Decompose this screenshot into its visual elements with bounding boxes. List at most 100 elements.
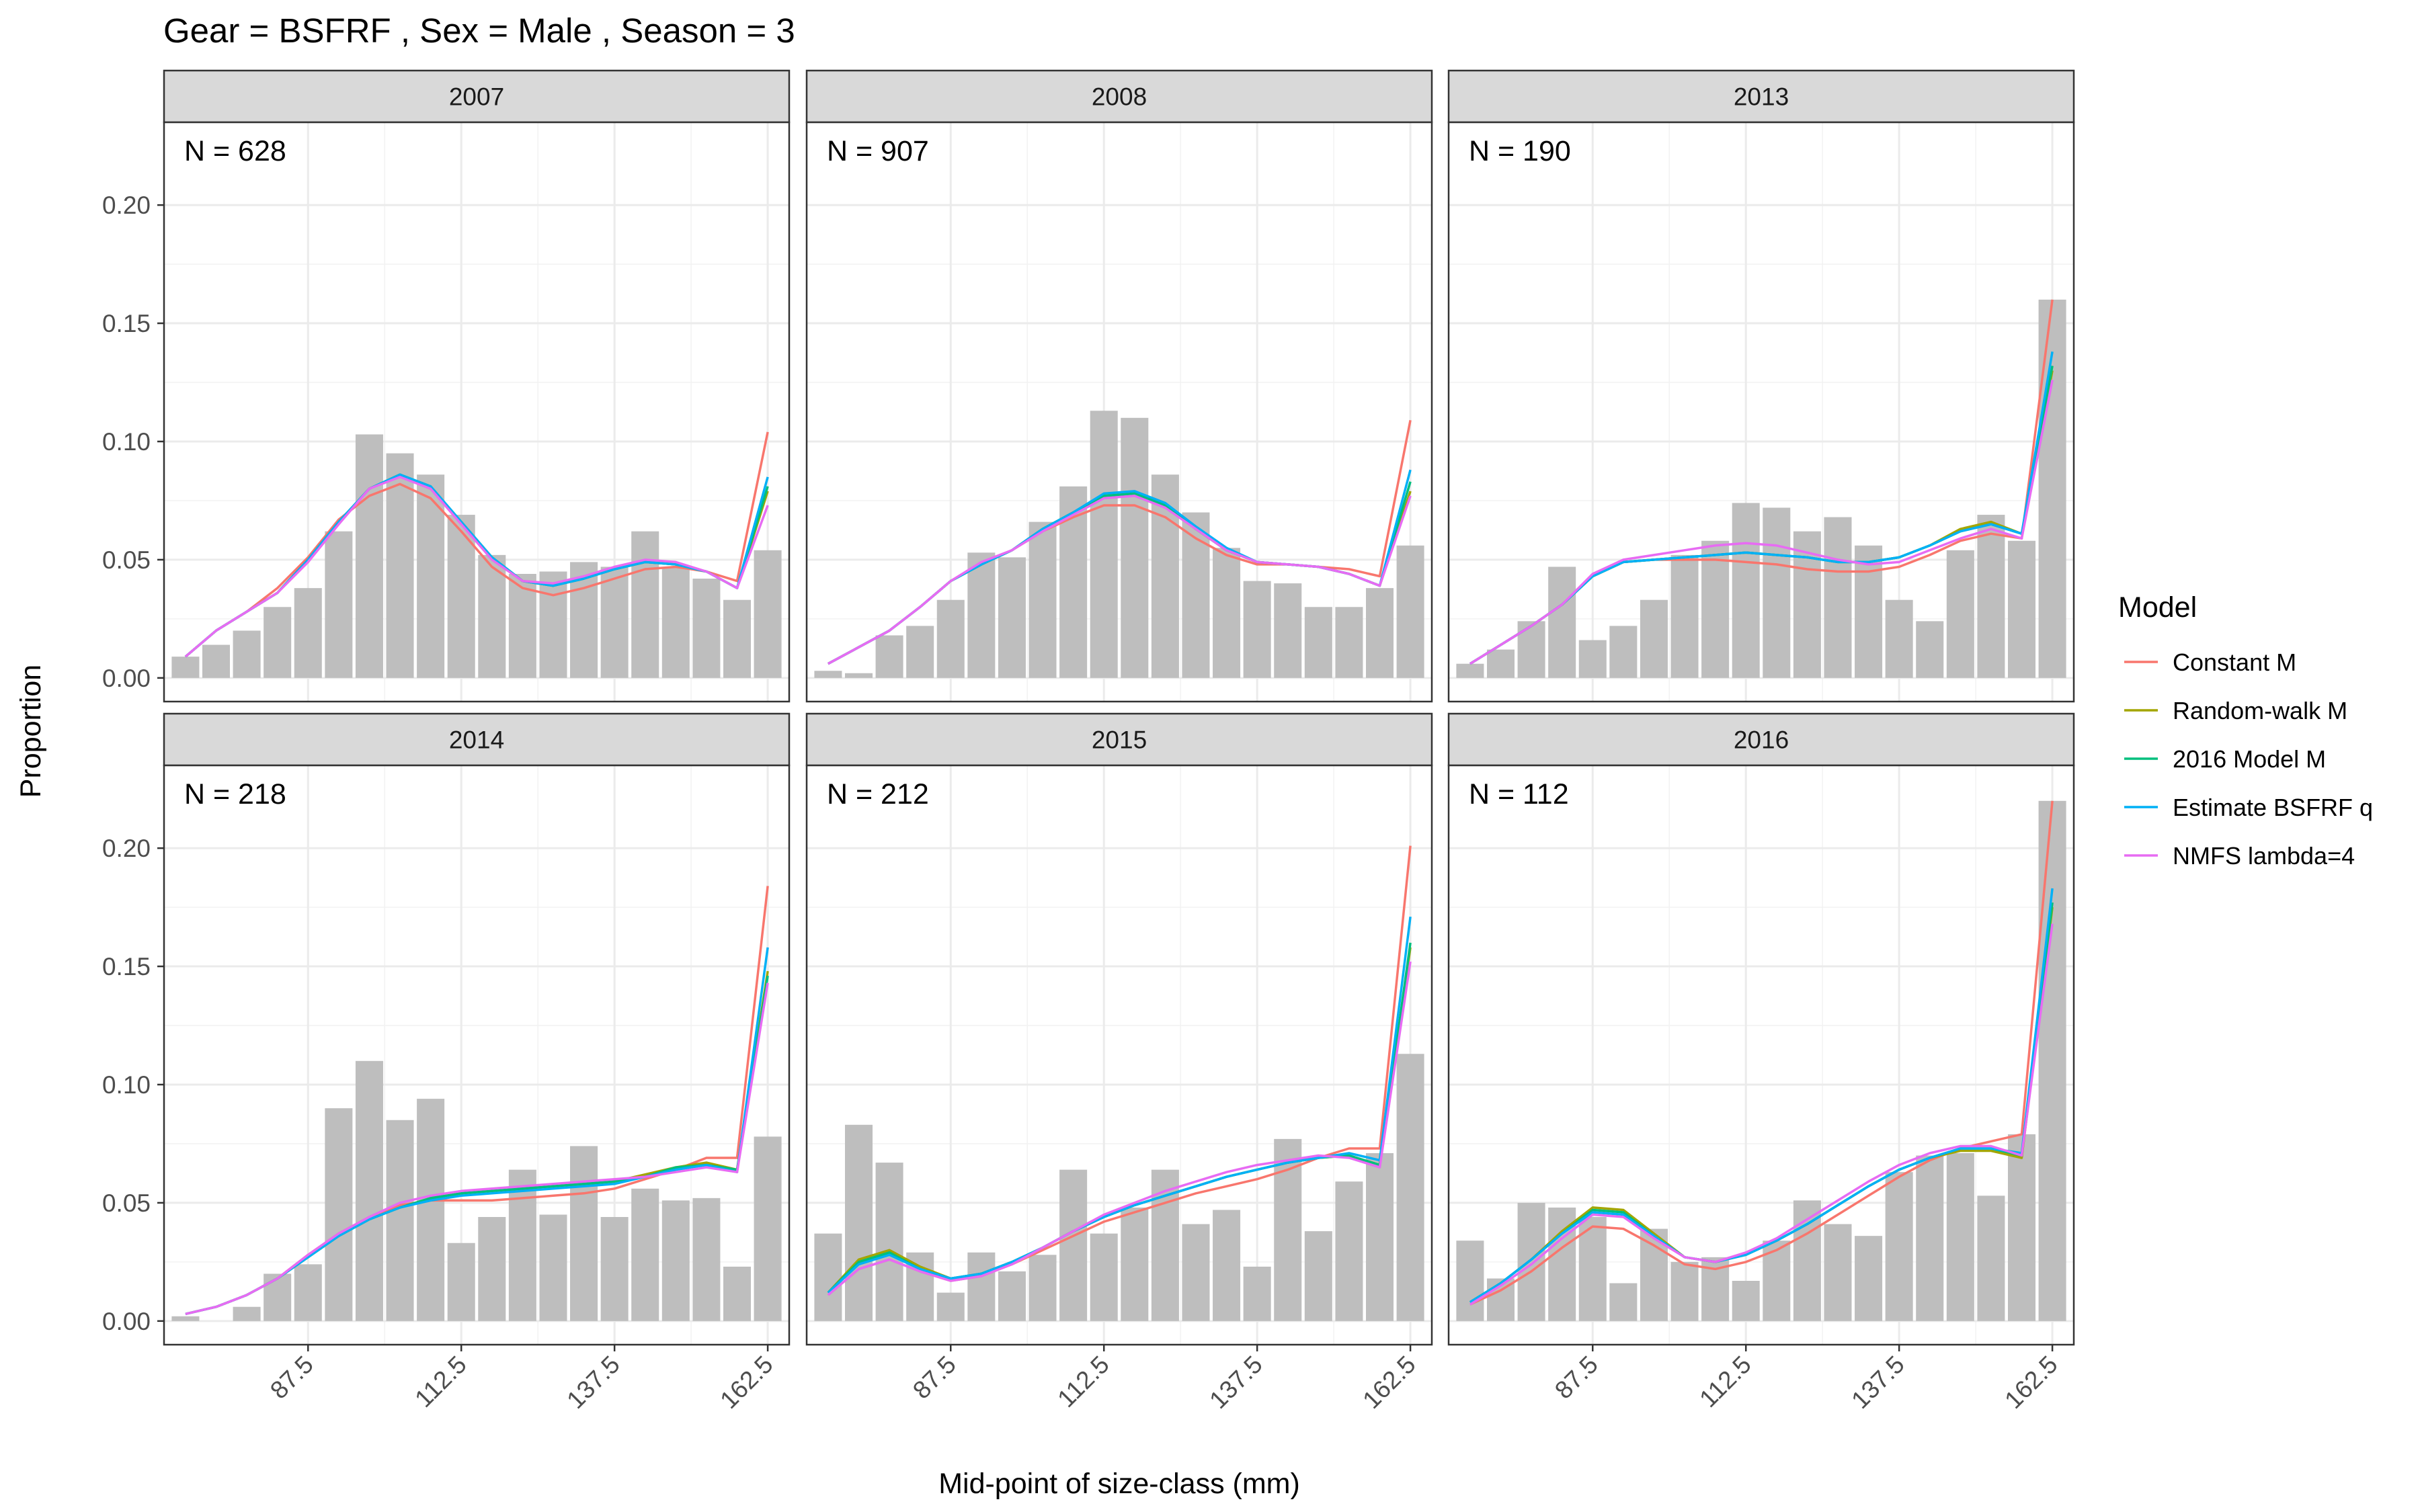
x-tick-label: 137.5 xyxy=(1846,1351,1909,1414)
y-tick-label: 0.00 xyxy=(102,1308,151,1335)
bar xyxy=(2038,800,2066,1321)
bar xyxy=(539,1214,567,1321)
bar xyxy=(1243,1266,1271,1321)
panel-2008: 2008 N = 907 xyxy=(805,69,1433,703)
bar xyxy=(1609,626,1638,678)
facet-strip xyxy=(805,69,1433,124)
legend-label: Constant M xyxy=(2173,648,2296,676)
bar xyxy=(692,579,721,678)
bar xyxy=(998,1271,1026,1321)
bar xyxy=(1486,649,1515,678)
facet-strip xyxy=(1447,69,2075,124)
bar xyxy=(1916,621,1944,678)
y-axis-title: Proportion xyxy=(15,665,47,798)
bar xyxy=(294,1264,322,1321)
n-label: N = 190 xyxy=(1469,135,1571,167)
y-tick-label: 0.15 xyxy=(102,953,151,980)
bar xyxy=(171,657,200,678)
series-line xyxy=(827,961,1412,1296)
facet-panels: 2007 N = 628 0.00 0.05 0.10 0.15 0.20 2008 N = 9… xyxy=(102,69,2075,1414)
bar xyxy=(906,626,934,678)
bar xyxy=(1274,583,1302,678)
bar xyxy=(508,1169,536,1321)
facet-strip-label: 2007 xyxy=(449,83,504,111)
y-tick-label: 0.15 xyxy=(102,310,151,337)
bar xyxy=(1763,507,1791,678)
bar xyxy=(1090,411,1118,678)
bar xyxy=(723,599,752,678)
bar xyxy=(264,1273,292,1321)
facet-strip-label: 2008 xyxy=(1092,83,1147,111)
bar xyxy=(1456,1241,1484,1321)
bar xyxy=(1855,545,1883,678)
panel-2016: 2016 N = 112 87.5 112.5 137.5 162.5 xyxy=(1447,712,2075,1414)
legend: Model Constant M Random-walk M 2016 Model … xyxy=(2118,591,2373,870)
y-tick-label: 0.20 xyxy=(102,192,151,219)
panel-border xyxy=(1447,764,2075,1346)
series-line xyxy=(185,982,769,1316)
n-label: N = 628 xyxy=(184,135,286,167)
facet-strip-label: 2015 xyxy=(1092,726,1147,754)
bar xyxy=(1121,1207,1149,1321)
bar xyxy=(1456,663,1484,678)
x-tick-label: 87.5 xyxy=(1549,1351,1603,1404)
bar xyxy=(1701,540,1730,678)
panel-2013: 2013 N = 190 xyxy=(1447,69,2075,703)
bar xyxy=(325,1108,353,1321)
bar xyxy=(1640,599,1668,678)
bar xyxy=(936,599,965,678)
x-axis-title: Mid-point of size-class (mm) xyxy=(938,1468,1300,1500)
bar xyxy=(447,515,475,678)
series-line xyxy=(827,916,1412,1294)
y-tick-label: 0.05 xyxy=(102,1189,151,1217)
x-tick-label: 87.5 xyxy=(908,1351,961,1404)
bar xyxy=(294,588,322,678)
bar xyxy=(1304,607,1332,678)
bar xyxy=(1059,1169,1088,1321)
bar xyxy=(814,1233,842,1321)
bar xyxy=(264,607,292,678)
bar xyxy=(875,635,903,678)
bar xyxy=(1824,517,1852,678)
y-tick-label: 0.20 xyxy=(102,835,151,862)
bar xyxy=(478,554,506,678)
bar xyxy=(844,1124,873,1321)
bar xyxy=(1365,1153,1394,1321)
bar xyxy=(1213,1210,1241,1321)
bar xyxy=(1090,1233,1118,1321)
bar xyxy=(1732,503,1760,678)
bar xyxy=(1732,1281,1760,1321)
legend-title: Model xyxy=(2118,591,2197,624)
x-tick-label: 137.5 xyxy=(561,1351,624,1414)
bar xyxy=(1396,545,1424,678)
panel-border xyxy=(163,121,791,703)
panel-border xyxy=(163,764,791,1346)
bar xyxy=(754,550,782,678)
bar xyxy=(1365,588,1394,678)
x-tick-label: 162.5 xyxy=(715,1351,778,1414)
bar xyxy=(202,644,231,678)
bar xyxy=(1578,1217,1607,1321)
bar xyxy=(325,531,353,678)
x-tick-label: 162.5 xyxy=(1357,1351,1420,1414)
bar xyxy=(631,1188,659,1321)
bar xyxy=(386,453,414,678)
bar xyxy=(1335,607,1363,678)
x-tick-label: 137.5 xyxy=(1204,1351,1267,1414)
bar xyxy=(1517,1202,1545,1321)
bar xyxy=(1304,1231,1332,1321)
series-line xyxy=(1469,923,2054,1306)
bar xyxy=(967,1252,996,1321)
bar xyxy=(570,1146,598,1321)
y-tick-label: 0.10 xyxy=(102,1071,151,1099)
bar xyxy=(631,531,659,678)
bar xyxy=(1517,621,1545,678)
legend-label: NMFS lambda=4 xyxy=(2173,842,2355,870)
bar xyxy=(600,566,629,678)
y-tick-label: 0.00 xyxy=(102,665,151,692)
bar xyxy=(844,673,873,678)
bar xyxy=(2007,540,2036,678)
bar xyxy=(1916,1155,1944,1321)
bar xyxy=(1824,1224,1852,1321)
bar xyxy=(754,1136,782,1321)
